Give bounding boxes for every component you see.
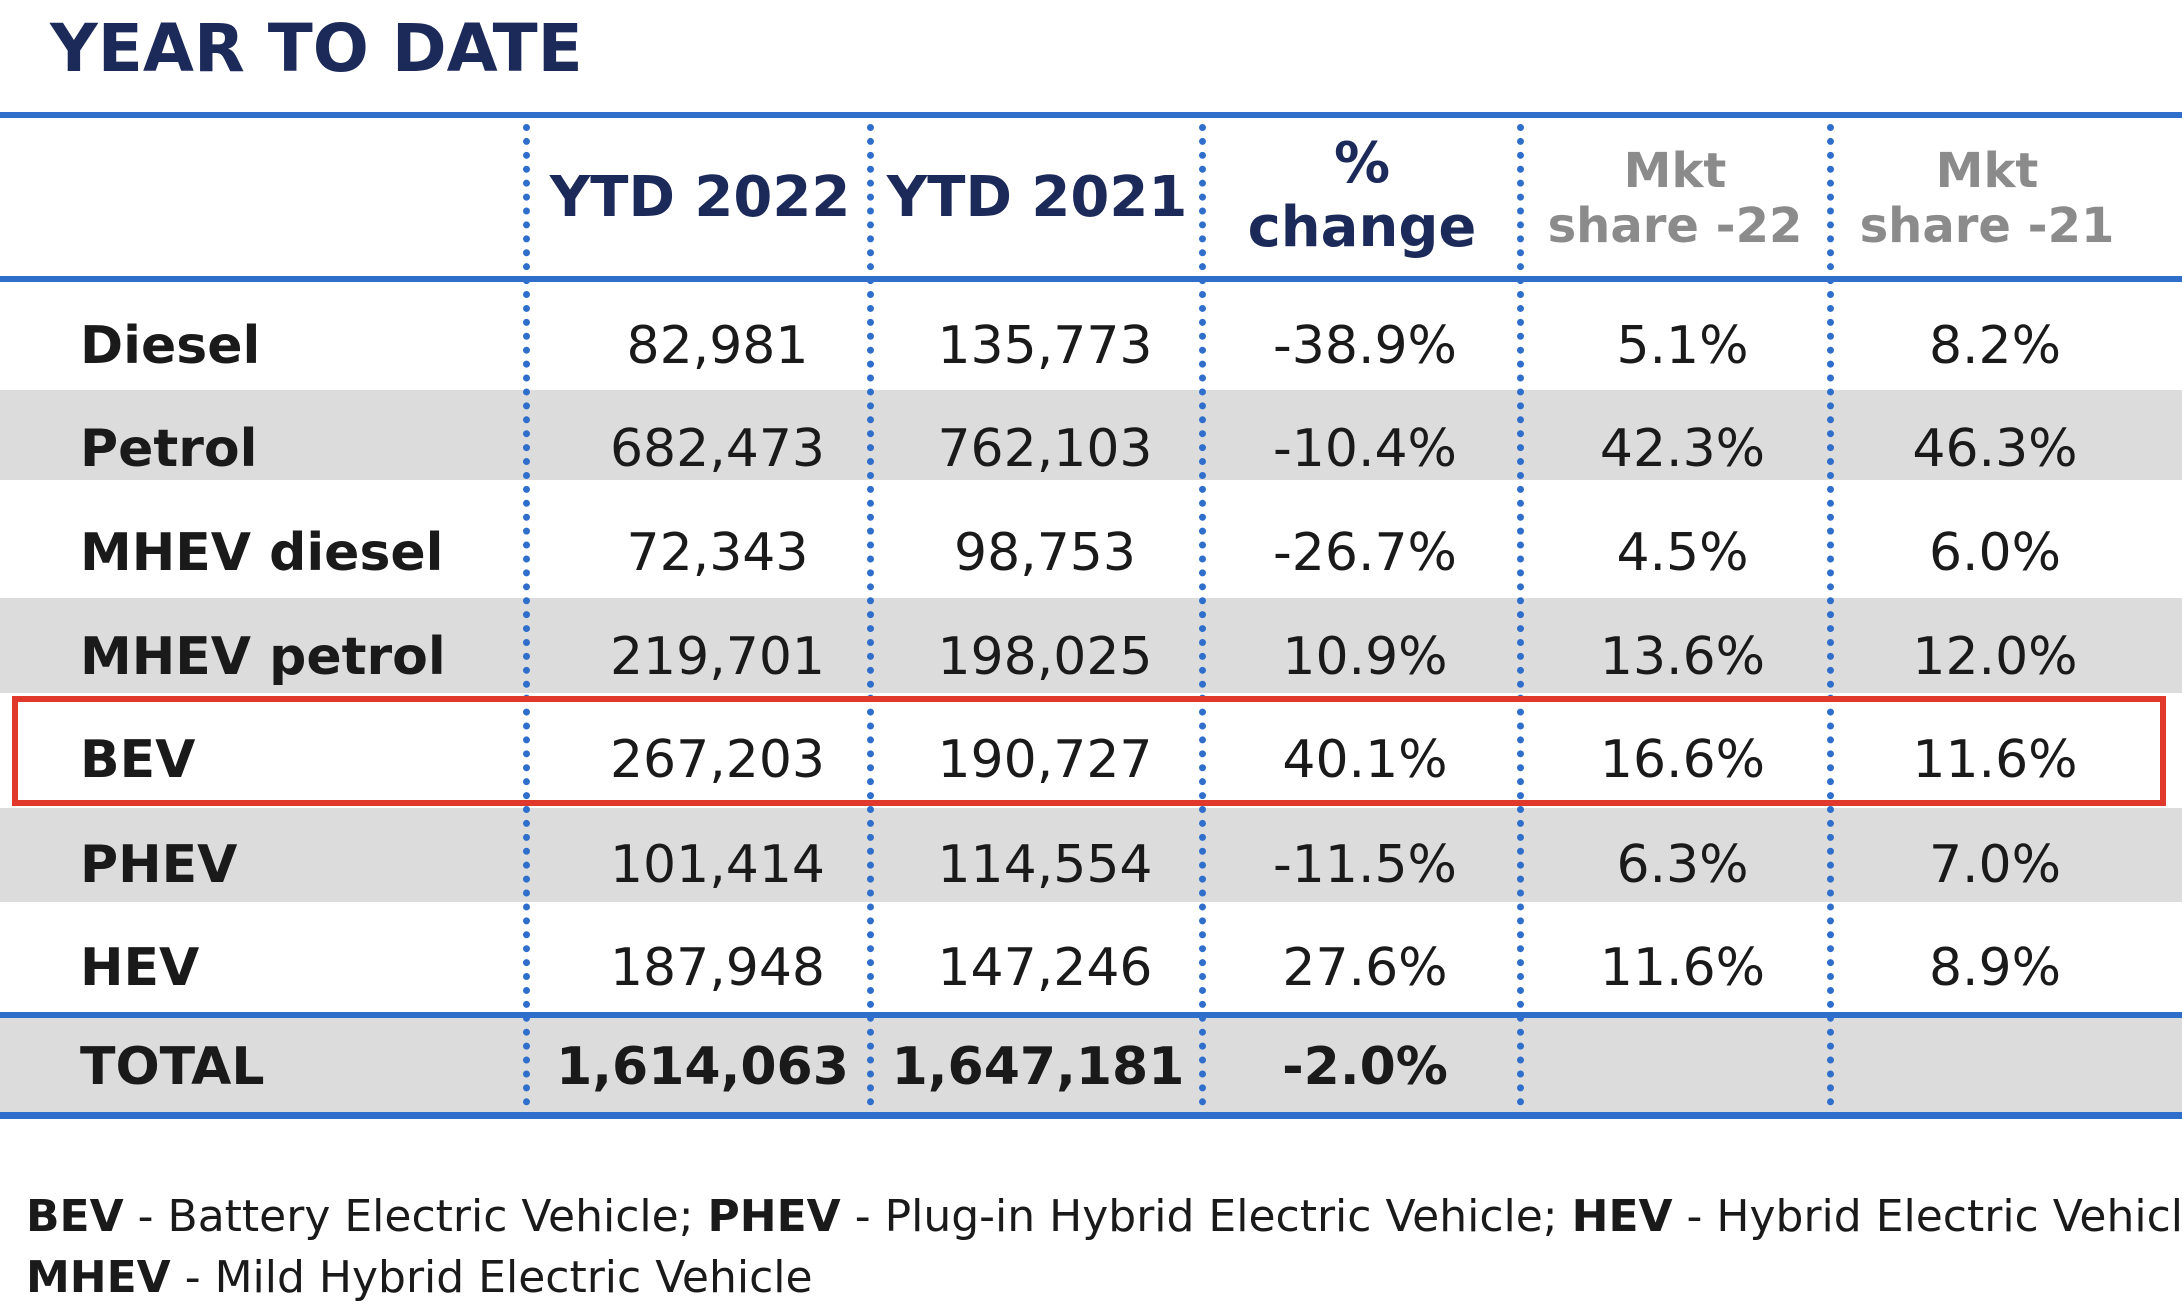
column-header-label-line1: % <box>1333 130 1391 196</box>
footnote-def-phev: - Plug-in Hybrid Electric Vehicle; <box>840 1191 1572 1242</box>
cell-mkt-share-22: 6.3% <box>1616 835 1749 895</box>
cell-pct-change: -11.5% <box>1273 835 1457 895</box>
cell-ytd-2021: 147,246 <box>937 938 1153 998</box>
footnote: BEV - Battery Electric Vehicle; PHEV - P… <box>26 1186 2182 1308</box>
cell-ytd-2022: 682,473 <box>609 419 826 479</box>
header-bottom-rule <box>0 276 2182 282</box>
column-header-mkt-share-21: Mkt share -21 <box>1837 124 2137 274</box>
cell-ytd-2021: 135,773 <box>937 316 1153 376</box>
row-band-phev <box>0 808 2182 902</box>
row-band-petrol <box>0 390 2182 480</box>
footnote-def-bev: - Battery Electric Vehicle; <box>123 1191 708 1242</box>
column-header-ytd-2022: YTD 2022 <box>535 128 865 268</box>
column-header-label-line1: Mkt <box>1623 142 1727 199</box>
cell-total-ytd-2022: 1,614,063 <box>556 1037 849 1097</box>
cell-ytd-2022: 72,343 <box>626 523 809 583</box>
cell-mkt-share-21: 46.3% <box>1912 419 2078 479</box>
column-header-label-line1: Mkt <box>1935 142 2039 199</box>
cell-mkt-share-22: 42.3% <box>1599 419 1766 479</box>
cell-mkt-share-21: 11.6% <box>1912 730 2078 790</box>
cell-mkt-share-21: 8.9% <box>1928 938 2062 998</box>
row-label-hev: HEV <box>80 938 200 998</box>
cell-pct-change: -10.4% <box>1273 419 1457 479</box>
cell-mkt-share-22: 11.6% <box>1599 938 1766 998</box>
cell-ytd-2021: 98,753 <box>954 523 1136 583</box>
cell-ytd-2022: 101,414 <box>609 835 826 895</box>
column-divider <box>1517 124 1524 1106</box>
footnote-def-mhev: - Mild Hybrid Electric Vehicle <box>170 1252 813 1303</box>
cell-mkt-share-21: 12.0% <box>1912 627 2078 687</box>
column-divider <box>523 124 530 1106</box>
column-header-label-line2: share -21 <box>1859 198 2115 254</box>
cell-ytd-2021: 190,727 <box>937 730 1153 790</box>
column-header-label: YTD 2021 <box>886 164 1188 230</box>
cell-ytd-2022: 219,701 <box>609 627 826 687</box>
cell-ytd-2021: 198,025 <box>937 627 1153 687</box>
row-band-total <box>0 1018 2182 1112</box>
bev-row-highlight <box>12 696 2166 806</box>
row-label-mhev-diesel: MHEV diesel <box>80 523 444 583</box>
header-top-rule <box>0 112 2182 118</box>
row-band-mhev-petrol <box>0 598 2182 693</box>
column-header-ytd-2021: YTD 2021 <box>877 128 1197 268</box>
page-title: YEAR TO DATE <box>50 10 583 87</box>
cell-pct-change: -38.9% <box>1273 316 1457 376</box>
footnote-abbr-phev: PHEV <box>707 1191 841 1242</box>
row-label-petrol: Petrol <box>80 419 258 479</box>
cell-mkt-share-21: 8.2% <box>1928 316 2062 376</box>
column-header-label: YTD 2022 <box>549 164 851 230</box>
column-divider <box>1827 124 1834 1106</box>
column-divider <box>867 124 874 1106</box>
row-label-total: TOTAL <box>80 1037 265 1097</box>
footnote-abbr-bev: BEV <box>26 1191 124 1242</box>
cell-ytd-2022: 82,981 <box>626 316 809 376</box>
cell-total-pct-change: -2.0% <box>1282 1037 1448 1097</box>
row-label-bev: BEV <box>80 730 196 790</box>
footnote-line-2: MHEV - Mild Hybrid Electric Vehicle <box>26 1247 2182 1308</box>
column-divider <box>1199 124 1206 1106</box>
cell-ytd-2022: 187,948 <box>609 938 826 998</box>
row-label-diesel: Diesel <box>80 316 261 376</box>
cell-total-ytd-2021: 1,647,181 <box>891 1037 1185 1097</box>
total-top-rule <box>0 1012 2182 1018</box>
total-bottom-rule <box>0 1112 2182 1119</box>
column-header-mkt-share-22: Mkt share -22 <box>1527 124 1823 274</box>
cell-mkt-share-21: 7.0% <box>1928 835 2062 895</box>
cell-mkt-share-22: 5.1% <box>1616 316 1749 376</box>
cell-pct-change: 10.9% <box>1282 627 1448 687</box>
cell-mkt-share-21: 6.0% <box>1928 523 2062 583</box>
cell-mkt-share-22: 16.6% <box>1599 730 1766 790</box>
cell-mkt-share-22: 13.6% <box>1599 627 1766 687</box>
cell-pct-change: 40.1% <box>1282 730 1448 790</box>
cell-ytd-2021: 762,103 <box>937 419 1153 479</box>
footnote-line-1: BEV - Battery Electric Vehicle; PHEV - P… <box>26 1186 2182 1247</box>
row-label-mhev-petrol: MHEV petrol <box>80 627 446 687</box>
footnote-abbr-mhev: MHEV <box>26 1252 171 1303</box>
cell-pct-change: -26.7% <box>1273 523 1457 583</box>
column-header-label-line2: change <box>1247 195 1477 260</box>
column-header-label-line2: share -22 <box>1547 198 1803 254</box>
cell-mkt-share-22: 4.5% <box>1616 523 1749 583</box>
footnote-def-hev: - Hybrid Electric Vehicle, <box>1672 1191 2182 1242</box>
cell-ytd-2021: 114,554 <box>937 835 1153 895</box>
cell-ytd-2022: 267,203 <box>609 730 826 790</box>
row-label-phev: PHEV <box>80 835 238 895</box>
footnote-abbr-hev: HEV <box>1571 1191 1673 1242</box>
column-header-pct-change: % change <box>1209 118 1515 274</box>
cell-pct-change: 27.6% <box>1282 938 1448 998</box>
